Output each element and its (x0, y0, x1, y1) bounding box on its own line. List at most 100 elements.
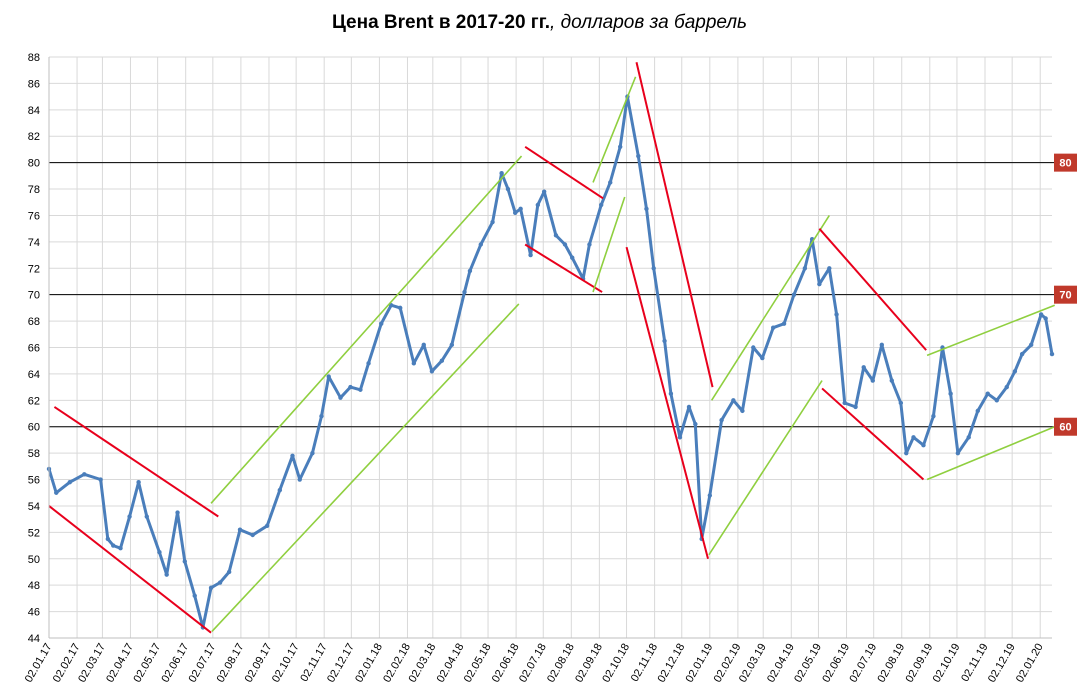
price-point (817, 281, 822, 287)
y-tick-label: 84 (28, 105, 40, 117)
price-point (842, 400, 847, 406)
x-tick-label: 02.07.19 (847, 642, 879, 685)
price-point (338, 395, 343, 400)
price-point (955, 450, 961, 456)
price-point (411, 361, 417, 366)
price-point (67, 479, 73, 485)
price-point (192, 593, 197, 598)
x-tick-label: 02.05.17 (131, 642, 163, 685)
price-point (686, 404, 692, 410)
y-tick-label: 52 (28, 527, 40, 539)
y-tick-label: 60 (28, 422, 40, 434)
x-tick-label: 02.12.19 (986, 642, 1018, 685)
level-badge-label: 70 (1059, 290, 1071, 302)
price-point (182, 559, 187, 564)
price-point (731, 398, 736, 403)
price-point (290, 453, 295, 458)
trendline (708, 380, 823, 556)
price-point (662, 338, 667, 344)
price-point (326, 374, 331, 379)
trendline (821, 387, 925, 481)
price-point (462, 289, 467, 295)
y-tick-label: 58 (28, 448, 40, 460)
level-badge-label: 60 (1059, 422, 1071, 434)
price-point (931, 413, 936, 419)
y-tick-label: 88 (28, 52, 40, 64)
y-tick-label: 82 (28, 131, 40, 143)
price-point (478, 242, 483, 247)
x-tick-label: 02.01.17 (23, 642, 55, 685)
chart-title: Цена Brent в 2017-20 гг., долларов за ба… (0, 12, 1079, 34)
price-point (853, 404, 858, 410)
trendlines (48, 62, 1056, 634)
price-point (719, 417, 724, 423)
price-point (175, 510, 180, 515)
price-point (490, 219, 495, 225)
x-tick-label: 02.12.17 (325, 642, 357, 685)
x-tick-label: 02.01.19 (684, 642, 716, 685)
level-badge (1054, 417, 1077, 436)
price-point (127, 514, 132, 519)
price-point (264, 523, 270, 528)
trendline (818, 227, 927, 351)
price-point (553, 233, 559, 238)
price-point (707, 493, 713, 498)
price-point (164, 572, 169, 577)
y-tick-label: 86 (28, 78, 40, 90)
price-point (651, 266, 656, 271)
y-tick-label: 48 (28, 580, 40, 592)
x-tick-label: 02.05.19 (792, 642, 824, 685)
price-point (348, 384, 353, 390)
trendline (524, 145, 604, 200)
price-point (512, 210, 518, 216)
price-point (898, 400, 904, 406)
price-point (677, 435, 683, 440)
trendline (524, 243, 603, 293)
price-point (319, 413, 324, 419)
price-point (1004, 384, 1009, 390)
price-point (226, 569, 232, 575)
price-point (1043, 316, 1048, 321)
price-point (429, 369, 435, 374)
trendline (53, 406, 219, 518)
level-badge (1054, 153, 1077, 172)
x-tick-label: 02.10.18 (600, 642, 632, 685)
x-tick-label: 02.08.19 (876, 642, 908, 685)
y-tick-label: 50 (28, 554, 40, 566)
price-point (827, 266, 832, 271)
level-badge (1054, 285, 1077, 304)
price-point (985, 391, 990, 396)
price-point (518, 206, 523, 212)
x-tick-label: 02.08.18 (545, 642, 577, 685)
price-point (644, 206, 649, 212)
price-point (1012, 369, 1018, 374)
price-point (636, 153, 641, 159)
price-point (208, 585, 214, 591)
price-point (770, 325, 776, 330)
trendline (210, 155, 523, 504)
price-point (570, 255, 575, 260)
y-tick-label: 44 (28, 633, 40, 645)
price-point (379, 321, 384, 326)
x-tick-label: 02.10.17 (270, 642, 302, 685)
y-tick-label: 76 (28, 210, 40, 222)
y-tick-label: 66 (28, 343, 40, 355)
grid (48, 56, 1052, 639)
trendline (926, 425, 1056, 481)
price-point (562, 242, 568, 247)
y-tick-label: 64 (28, 369, 40, 381)
price-point (541, 189, 547, 194)
price-point (740, 408, 745, 414)
price-point (535, 202, 541, 208)
price-point (760, 355, 765, 361)
price-point (54, 490, 59, 495)
y-tick-label: 72 (28, 263, 40, 275)
price-point (157, 549, 162, 555)
price-point (870, 378, 875, 383)
trendline (926, 304, 1056, 357)
trendline (635, 62, 714, 388)
price-point (217, 580, 223, 585)
price-point (439, 358, 445, 363)
trendline (625, 246, 709, 560)
